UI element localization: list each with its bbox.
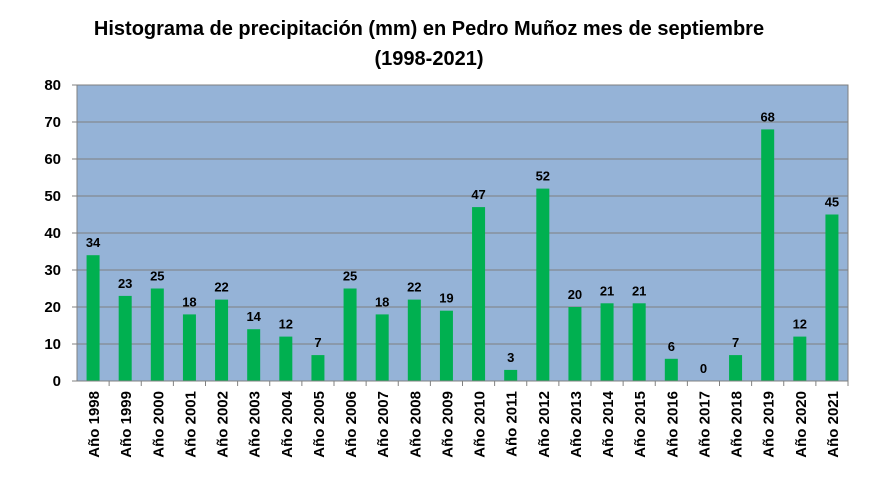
bar: [761, 129, 775, 381]
x-tick-label: Año 2014: [600, 390, 617, 457]
bar: [825, 214, 839, 381]
data-label: 20: [568, 287, 582, 302]
data-label: 19: [439, 291, 453, 306]
x-tick-label: Año 2020: [793, 391, 810, 458]
data-label: 22: [407, 280, 421, 295]
x-tick-label: Año 2005: [311, 391, 328, 458]
x-tick-label: Año 2017: [696, 391, 713, 458]
x-tick-label: Año 2013: [568, 391, 585, 458]
data-label: 23: [118, 276, 132, 291]
bar: [86, 255, 100, 381]
data-label: 25: [343, 269, 357, 284]
bar: [568, 307, 582, 381]
data-label: 68: [760, 109, 774, 124]
data-label: 7: [732, 335, 739, 350]
x-tick-label: Año 2003: [247, 391, 264, 458]
bar: [439, 310, 453, 381]
y-tick-label: 70: [44, 114, 61, 131]
data-label: 21: [600, 283, 614, 298]
data-label: 7: [314, 335, 321, 350]
data-label: 52: [536, 169, 550, 184]
y-axis: 0 10 20 30 40 50 60 70 80: [44, 77, 78, 390]
chart-title-line-1: Histograma de precipitación (mm) en Pedr…: [93, 18, 765, 40]
bar: [472, 207, 486, 381]
data-label: 47: [471, 187, 485, 202]
gridlines: [77, 121, 848, 345]
x-tick-label: Año 2009: [439, 391, 456, 458]
data-label: 6: [668, 339, 675, 354]
bar: [375, 314, 389, 381]
bar: [504, 369, 518, 381]
bar: [536, 188, 550, 381]
data-label: 21: [632, 283, 646, 298]
y-tick-label: 0: [53, 373, 61, 390]
y-tick-label: 60: [44, 151, 61, 168]
y-tick-label: 20: [44, 299, 61, 316]
x-tick-label: Año 2006: [343, 391, 360, 458]
y-tick-label: 50: [44, 188, 61, 205]
bar: [182, 314, 196, 381]
x-tick-label: Año 2019: [761, 391, 778, 458]
bar: [407, 299, 421, 381]
bar: [279, 336, 293, 381]
data-label: 18: [375, 294, 389, 309]
bar: [311, 355, 325, 381]
bar: [729, 355, 743, 381]
bar: [793, 336, 807, 381]
x-tick-label: Año 2016: [664, 391, 681, 458]
x-tick-label: Año 2008: [407, 391, 424, 458]
x-axis: Año 1998 Año 1999 Año 2000 Año 2001 Año 2002…: [77, 380, 849, 458]
x-tick-label: Año 2007: [375, 391, 392, 458]
bar: [664, 358, 678, 381]
x-tick-label: Año 2012: [536, 391, 553, 458]
x-tick-label: Año 2004: [279, 390, 296, 457]
x-tick-label: Año 2010: [472, 391, 489, 458]
data-label: 22: [214, 280, 228, 295]
bar: [118, 295, 132, 381]
bar: [600, 303, 614, 381]
data-label: 0: [700, 361, 707, 376]
bar: [215, 299, 229, 381]
data-label: 12: [793, 317, 807, 332]
x-tick-label: Año 2021: [825, 391, 842, 458]
data-label: 14: [246, 309, 261, 324]
chart-subtitle: (1998-2021): [374, 48, 484, 70]
y-tick-label: 30: [44, 262, 61, 279]
bar: [343, 288, 357, 381]
bar: [247, 329, 261, 381]
y-tick-label: 40: [44, 225, 61, 242]
bars: [86, 129, 839, 381]
chart-title: Histograma de precipitación (mm) en Pedr…: [0, 14, 858, 74]
x-tick-label: Año 2000: [150, 391, 167, 458]
data-label: 12: [279, 317, 293, 332]
x-tick-label: Año 2018: [729, 391, 746, 458]
data-labels: 34 23 25 18 22 14 12 7 25 18 22 19 47 3 52 20 21 21 6 0 7 68 1…: [86, 109, 839, 376]
bar: [632, 303, 646, 381]
x-tick-label: Año 1999: [118, 391, 135, 458]
x-tick-label: Año 2002: [215, 391, 232, 458]
y-tick-label: 10: [44, 336, 61, 353]
data-label: 45: [825, 195, 839, 210]
x-tick-label: Año 1998: [86, 391, 103, 458]
data-label: 25: [150, 269, 164, 284]
data-label: 3: [507, 350, 514, 365]
x-tick-label: Año 2011: [504, 391, 521, 457]
bar: [150, 288, 164, 381]
x-tick-label: Año 2001: [182, 391, 199, 458]
data-label: 34: [86, 235, 101, 250]
y-tick-label: 80: [44, 77, 61, 94]
data-label: 18: [182, 294, 196, 309]
x-tick-label: Año 2015: [632, 391, 649, 458]
